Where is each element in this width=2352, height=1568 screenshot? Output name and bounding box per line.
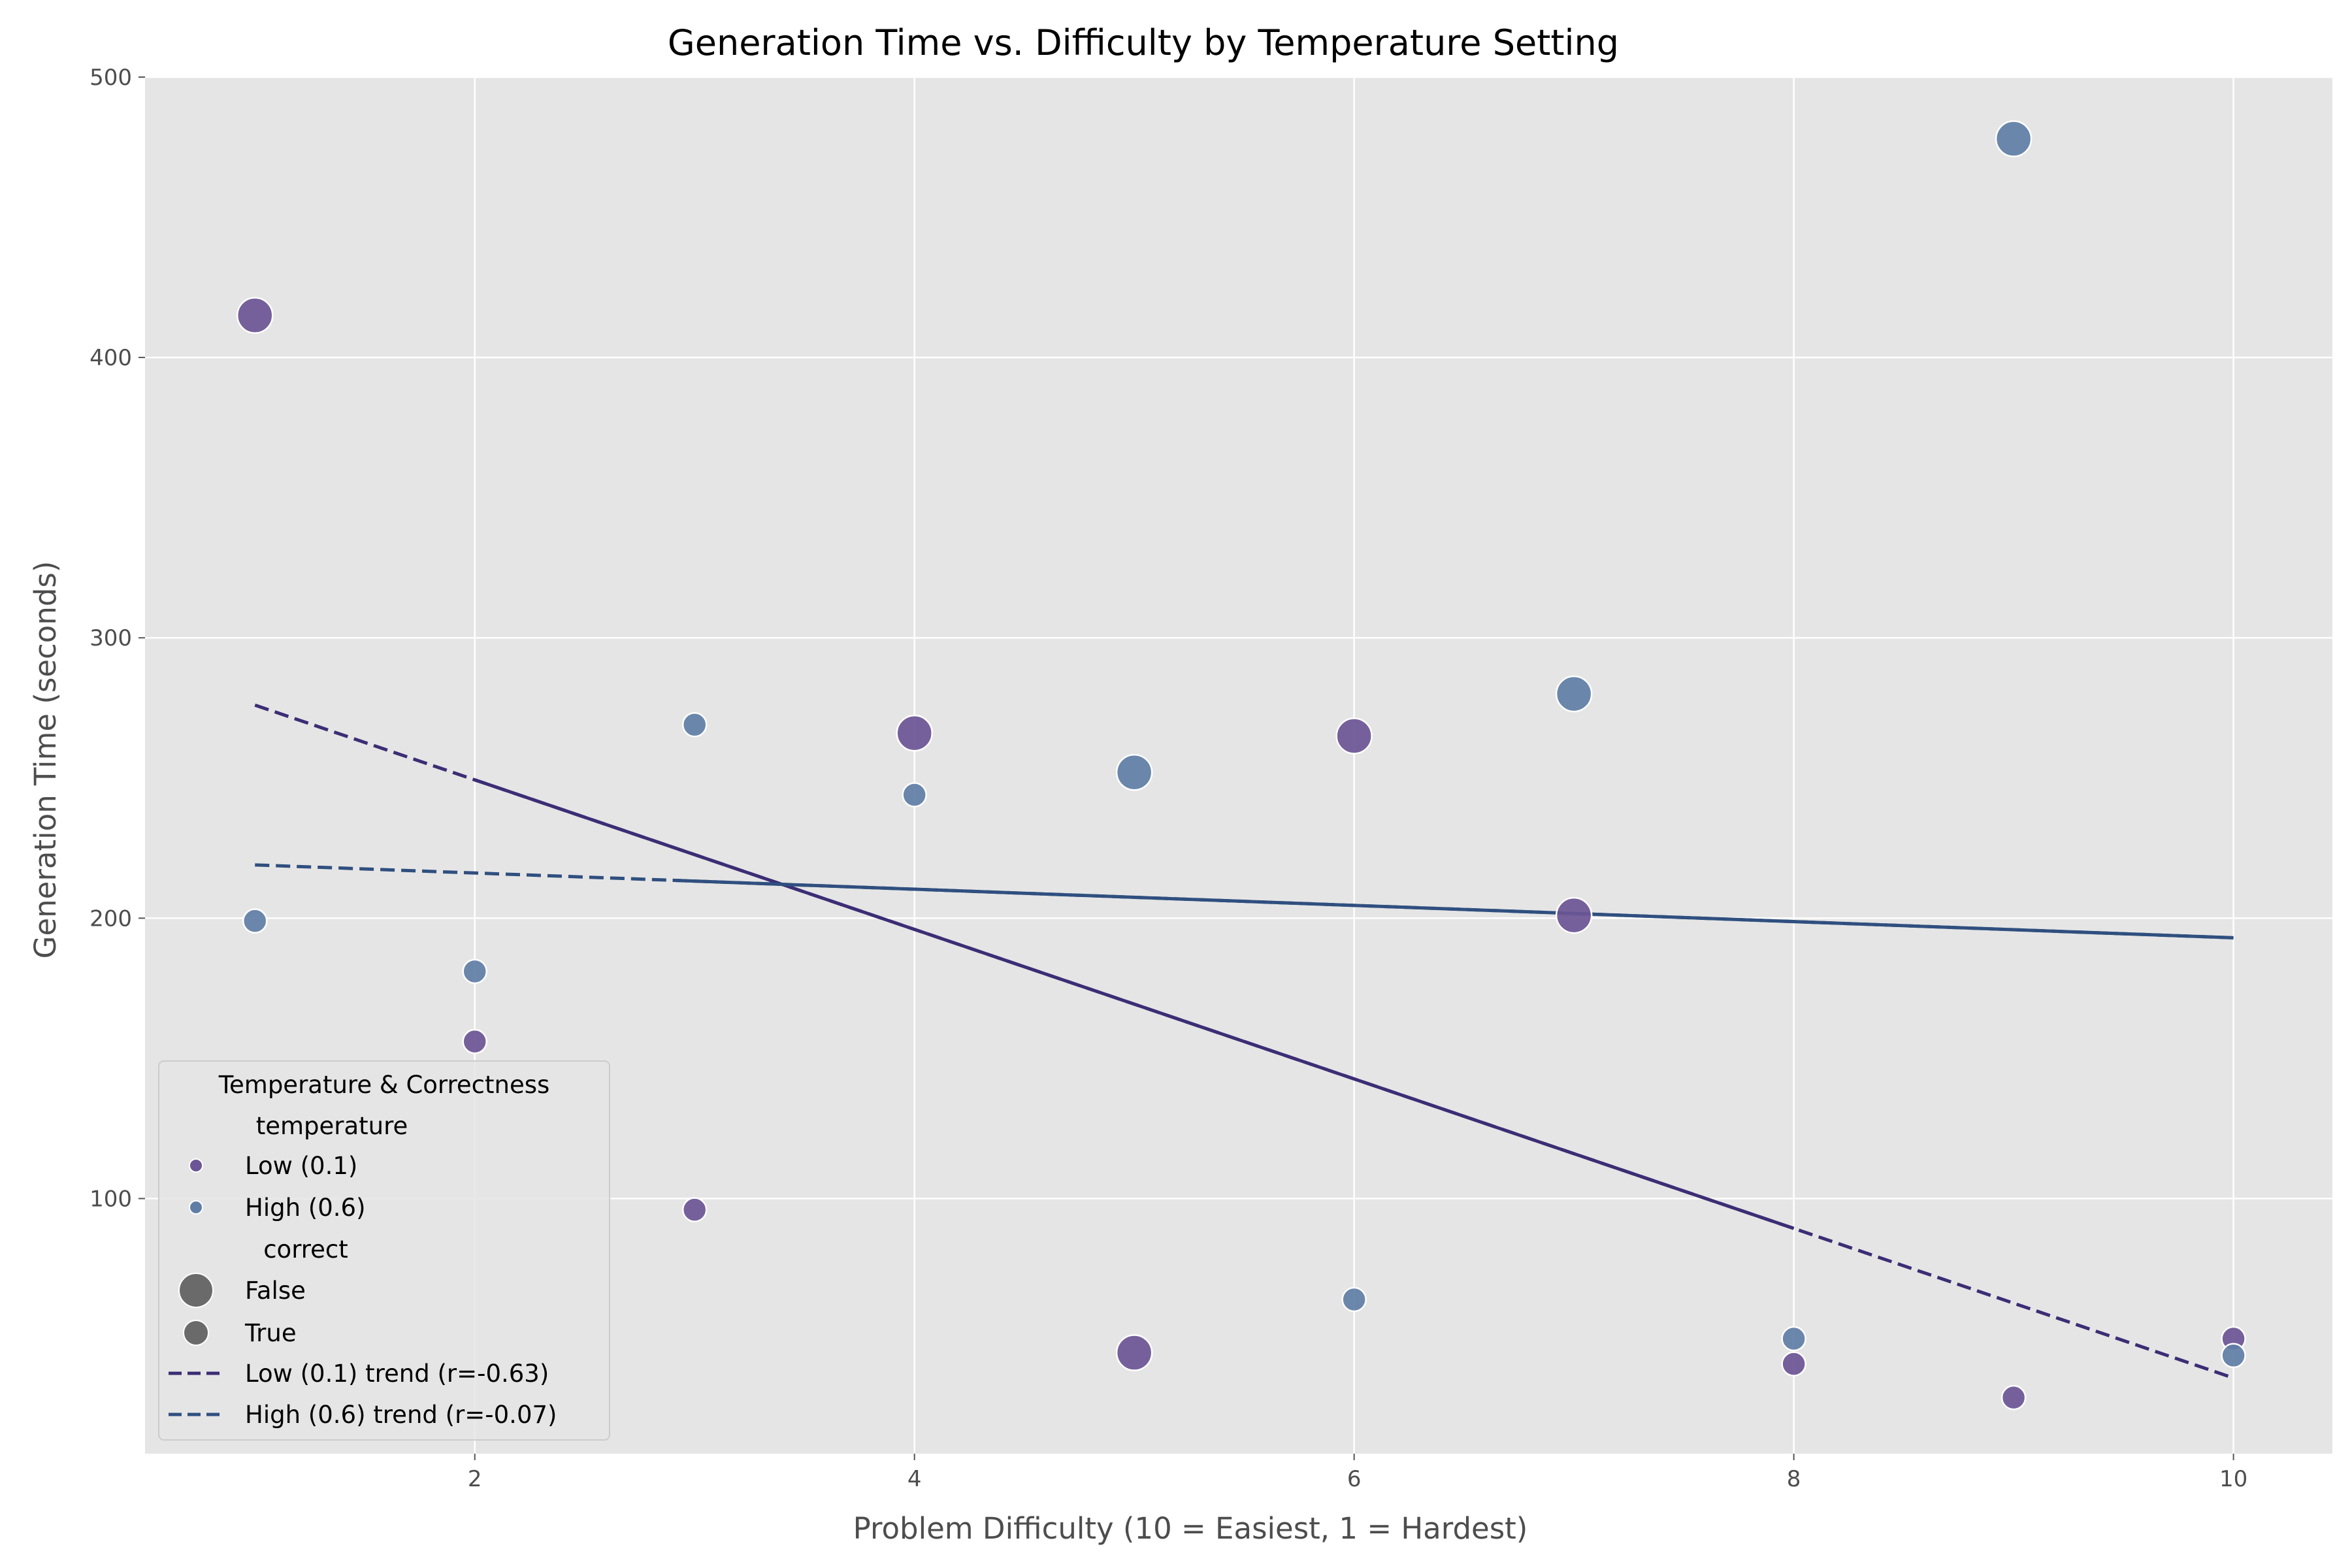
data-point	[242, 908, 268, 934]
y-tick-label: 100	[90, 1186, 132, 1212]
y-axis-label: Generation Time (seconds)	[28, 561, 63, 959]
data-point	[1115, 753, 1153, 791]
data-point	[462, 958, 487, 985]
legend-label-high: High (0.6)	[245, 1194, 366, 1222]
data-point	[1115, 1334, 1153, 1371]
data-point	[896, 714, 933, 752]
x-tick-label: 10	[2219, 1466, 2247, 1492]
legend-label-low: Low (0.1)	[245, 1152, 357, 1180]
y-tick-label: 200	[90, 906, 132, 932]
data-point	[1995, 120, 2033, 157]
legend-size-title: correct	[263, 1235, 348, 1264]
legend-title: Temperature & Correctness	[218, 1071, 550, 1099]
y-tick-label: 500	[90, 65, 132, 91]
trend-line-solid-0	[474, 778, 1795, 1230]
data-point	[1341, 1286, 1367, 1313]
axis-ticks: 2 4 6 8 10 100 200 300 400 500	[90, 65, 2247, 1492]
chart-title: Generation Time vs. Difficulty by Temper…	[668, 22, 1619, 63]
data-point	[1335, 717, 1373, 755]
trend-lines	[254, 703, 2234, 1380]
y-tick-label: 400	[90, 345, 132, 371]
x-tick-label: 4	[907, 1466, 922, 1492]
legend-label-false: False	[245, 1277, 306, 1305]
data-point	[1781, 1351, 1806, 1377]
x-tick-label: 6	[1347, 1466, 1362, 1492]
data-point	[2001, 1384, 2027, 1411]
data-point	[236, 297, 274, 335]
legend-label-high-trend: High (0.6) trend (r=-0.07)	[245, 1401, 557, 1429]
data-point	[1555, 896, 1593, 934]
x-tick-label: 8	[1787, 1466, 1801, 1492]
data-point	[462, 1028, 487, 1054]
legend-hue-title: temperature	[256, 1112, 408, 1140]
legend-label-true: True	[244, 1319, 297, 1347]
x-axis-label: Problem Difficulty (10 = Easiest, 1 = Ha…	[853, 1511, 1528, 1546]
legend-marker-false	[178, 1273, 214, 1308]
legend-box	[158, 1060, 610, 1441]
data-point	[1555, 675, 1593, 713]
data-point	[681, 712, 708, 738]
data-points	[236, 120, 2246, 1411]
trend-line-solid-1	[672, 878, 2234, 939]
x-tick-label: 2	[468, 1466, 482, 1492]
legend-marker-low	[189, 1158, 203, 1173]
data-point	[1781, 1326, 1806, 1352]
legend-marker-high	[189, 1200, 203, 1215]
legend: Temperature & Correctness temperature Lo…	[158, 1060, 610, 1441]
legend-marker-true	[183, 1320, 209, 1346]
legend-label-low-trend: Low (0.1) trend (r=-0.63)	[245, 1360, 549, 1388]
data-point	[681, 1197, 708, 1222]
data-point	[2221, 1343, 2246, 1369]
y-tick-label: 300	[90, 625, 132, 651]
data-point	[902, 782, 927, 808]
